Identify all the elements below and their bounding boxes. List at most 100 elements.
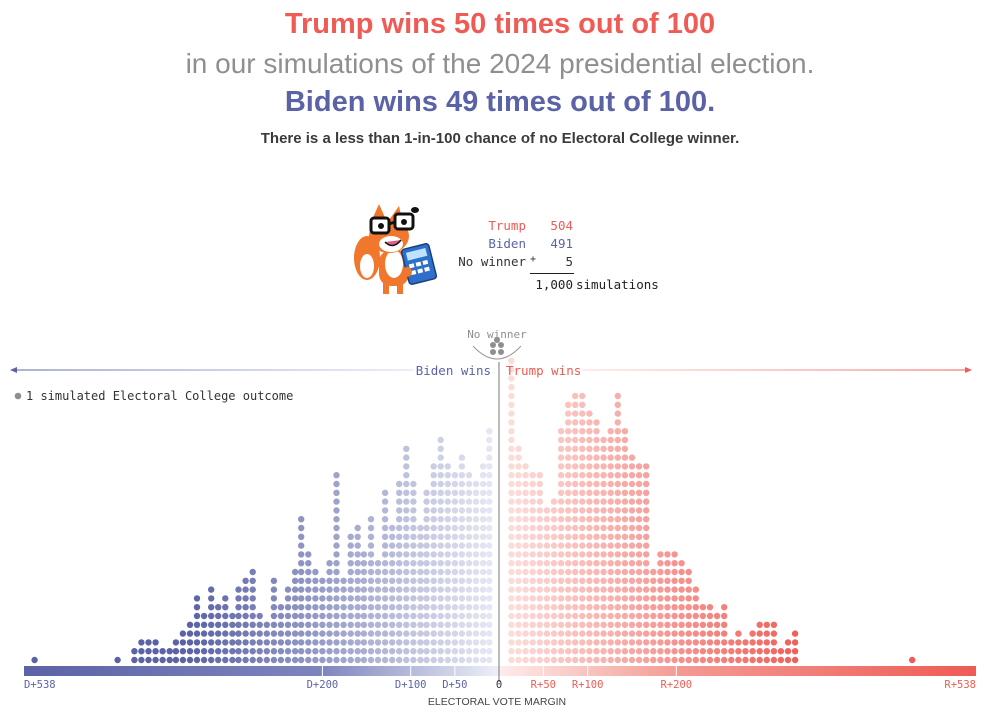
outcome-dot xyxy=(706,604,714,611)
outcome-dot xyxy=(186,639,194,646)
outcome-dot xyxy=(593,551,600,558)
outcome-dot xyxy=(486,577,493,584)
outcome-dot xyxy=(557,656,565,664)
outcome-dot xyxy=(791,656,799,664)
outcome-dot xyxy=(340,604,347,611)
outcome-dot xyxy=(529,639,536,646)
outcome-dot xyxy=(417,577,424,584)
outcome-dot xyxy=(721,630,728,637)
outcome-dot xyxy=(242,577,249,584)
outcome-dot xyxy=(256,630,263,637)
tally-sum-rule xyxy=(530,273,574,274)
outcome-dot xyxy=(628,648,636,655)
outcome-dot xyxy=(486,507,493,514)
outcome-dot xyxy=(222,648,229,655)
outcome-dot xyxy=(284,595,292,602)
outcome-dot xyxy=(410,489,417,496)
outcome-dot xyxy=(312,604,319,611)
outcome-dot xyxy=(586,507,593,514)
outcome-dot xyxy=(508,542,515,549)
outcome-dot xyxy=(458,621,466,628)
outcome-dot xyxy=(572,551,579,558)
outcome-dot xyxy=(607,516,614,523)
outcome-dot xyxy=(410,604,417,611)
outcome-dot xyxy=(607,445,614,452)
outcome-dot xyxy=(529,577,536,584)
outcome-dot xyxy=(235,586,242,593)
outcome-dot xyxy=(593,560,600,567)
outcome-dot xyxy=(699,612,707,620)
outcome-dot xyxy=(479,560,487,567)
outcome-dot xyxy=(522,656,529,664)
outcome-dot xyxy=(270,604,278,611)
outcome-dot xyxy=(685,612,692,620)
outcome-dot xyxy=(291,612,299,620)
outcome-dot xyxy=(423,516,430,523)
outcome-dot xyxy=(614,516,621,523)
outcome-dot xyxy=(410,595,417,602)
outcome-dot xyxy=(458,604,466,611)
outcome-dot xyxy=(410,551,417,558)
outcome-dot xyxy=(256,656,263,664)
tally-trump-value: 504 xyxy=(550,218,573,233)
outcome-dot xyxy=(298,656,305,664)
outcome-dot xyxy=(312,621,319,628)
outcome-dot xyxy=(749,648,756,655)
outcome-dot xyxy=(678,612,685,620)
outcome-dot xyxy=(298,568,305,576)
outcome-dot xyxy=(678,577,685,584)
outcome-dot xyxy=(208,656,215,664)
outcome-dot xyxy=(600,577,607,584)
outcome-dot xyxy=(381,595,389,602)
outcome-dot xyxy=(410,542,417,549)
outcome-dot xyxy=(600,586,607,593)
outcome-dot xyxy=(579,639,586,646)
outcome-dot xyxy=(586,533,593,540)
outcome-dot xyxy=(374,604,382,611)
outcome-dot xyxy=(543,524,551,532)
outcome-dot xyxy=(417,639,424,646)
outcome-dot xyxy=(706,621,714,628)
outcome-dot xyxy=(550,551,558,558)
outcome-dot xyxy=(621,489,629,496)
outcome-dot xyxy=(374,639,382,646)
outcome-dot xyxy=(600,463,607,470)
outcome-dot xyxy=(291,630,299,637)
outcome-dot xyxy=(417,542,424,549)
outcome-dot xyxy=(437,551,444,558)
outcome-dot xyxy=(650,630,657,637)
outcome-dot xyxy=(381,542,389,549)
outcome-dot xyxy=(166,648,173,655)
outcome-dot xyxy=(333,480,340,488)
outcome-dot xyxy=(565,445,572,452)
outcome-dot xyxy=(430,595,437,602)
outcome-dot xyxy=(131,648,138,655)
outcome-dots xyxy=(31,357,916,664)
outcome-dot xyxy=(193,648,201,655)
outcome-dot xyxy=(486,428,493,435)
outcome-dot xyxy=(515,454,522,461)
outcome-dot xyxy=(522,586,529,593)
outcome-dot xyxy=(229,648,236,655)
outcome-dot xyxy=(643,639,650,646)
outcome-dot xyxy=(543,639,551,646)
outcome-dot xyxy=(312,612,319,620)
outcome-dot xyxy=(208,630,215,637)
outcome-dot xyxy=(614,436,621,444)
outcome-dot xyxy=(557,463,565,470)
no-winner-dot xyxy=(498,342,504,348)
outcome-dot xyxy=(423,489,430,496)
outcome-dot xyxy=(529,480,536,488)
outcome-dot xyxy=(600,480,607,488)
outcome-dot xyxy=(508,533,515,540)
outcome-dot xyxy=(586,419,593,426)
outcome-dot xyxy=(664,586,671,593)
outcome-dot xyxy=(536,604,543,611)
outcome-dot xyxy=(664,630,671,637)
outcome-dot xyxy=(486,436,493,444)
outcome-dot xyxy=(305,586,312,593)
outcome-dot xyxy=(536,472,543,479)
outcome-dot xyxy=(305,560,312,567)
outcome-dot xyxy=(522,551,529,558)
outcome-dot xyxy=(229,639,236,646)
